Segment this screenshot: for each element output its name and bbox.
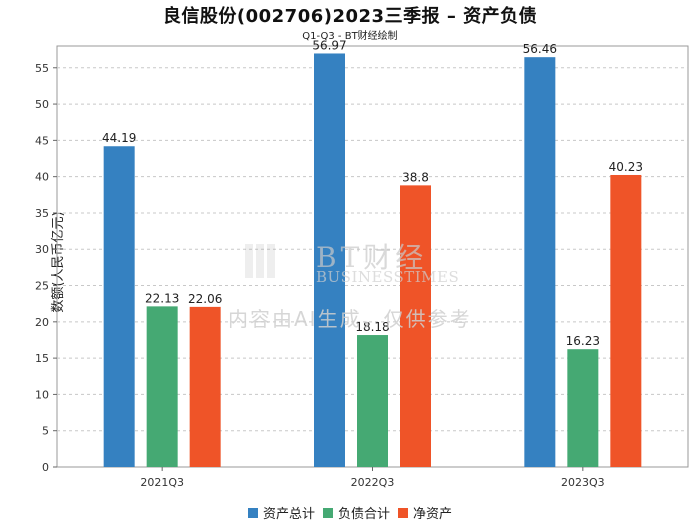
y-tick-label: 45 <box>35 134 49 147</box>
legend: 资产总计 负债合计 净资产 <box>0 503 700 522</box>
y-tick-label: 20 <box>35 316 49 329</box>
data-label: 40.23 <box>609 160 643 174</box>
legend-item: 负债合计 <box>322 503 390 522</box>
data-label: 22.06 <box>188 292 222 306</box>
legend-label: 负债合计 <box>337 507 390 522</box>
watermark-brand: BT财经 <box>316 241 428 274</box>
data-label: 22.13 <box>145 291 179 305</box>
bar <box>357 335 388 467</box>
bar <box>567 349 599 467</box>
bar <box>610 174 642 467</box>
legend-label: 资产总计 <box>262 507 315 522</box>
watermark-brand-en: BUSINESSTIMES <box>316 268 460 286</box>
bar <box>189 306 221 467</box>
chart-title: 良信股份(002706)2023三季报 – 资产负债 <box>162 6 538 27</box>
data-label: 44.19 <box>102 131 136 145</box>
legend-item: 净资产 <box>398 503 452 522</box>
watermark-notice: 内容由AI生成，仅供参考 <box>228 307 472 331</box>
legend-label: 净资产 <box>413 507 453 522</box>
legend-swatch <box>247 507 258 518</box>
y-tick-label: 10 <box>35 388 49 401</box>
chart-subtitle: Q1-Q3 - BT财经绘制 <box>302 31 398 42</box>
y-tick-label: 50 <box>35 98 49 111</box>
data-label: 38.8 <box>402 170 429 184</box>
legend-swatch <box>322 507 333 518</box>
data-label: 56.46 <box>523 42 557 56</box>
bar <box>103 146 135 467</box>
y-tick-label: 25 <box>35 280 49 293</box>
x-tick-label: 2022Q3 <box>351 476 395 489</box>
watermark-logo-icon <box>245 240 275 282</box>
y-tick-label: 55 <box>35 62 49 75</box>
y-tick-label: 0 <box>42 461 49 474</box>
x-tick-label: 2021Q3 <box>140 476 184 489</box>
y-tick-label: 30 <box>35 243 49 256</box>
bar <box>314 53 345 467</box>
data-label: 18.18 <box>355 320 389 334</box>
bar <box>400 185 431 467</box>
x-tick-label: 2023Q3 <box>561 476 605 489</box>
data-label: 16.23 <box>566 334 600 348</box>
bar <box>146 306 178 467</box>
y-tick-label: 35 <box>35 207 49 220</box>
legend-item: 资产总计 <box>247 503 315 522</box>
bar <box>524 57 556 467</box>
data-label: 56.97 <box>312 38 346 52</box>
y-tick-label: 15 <box>35 352 49 365</box>
y-tick-label: 5 <box>42 425 49 438</box>
legend-swatch <box>398 507 408 518</box>
y-tick-label: 40 <box>35 171 49 184</box>
